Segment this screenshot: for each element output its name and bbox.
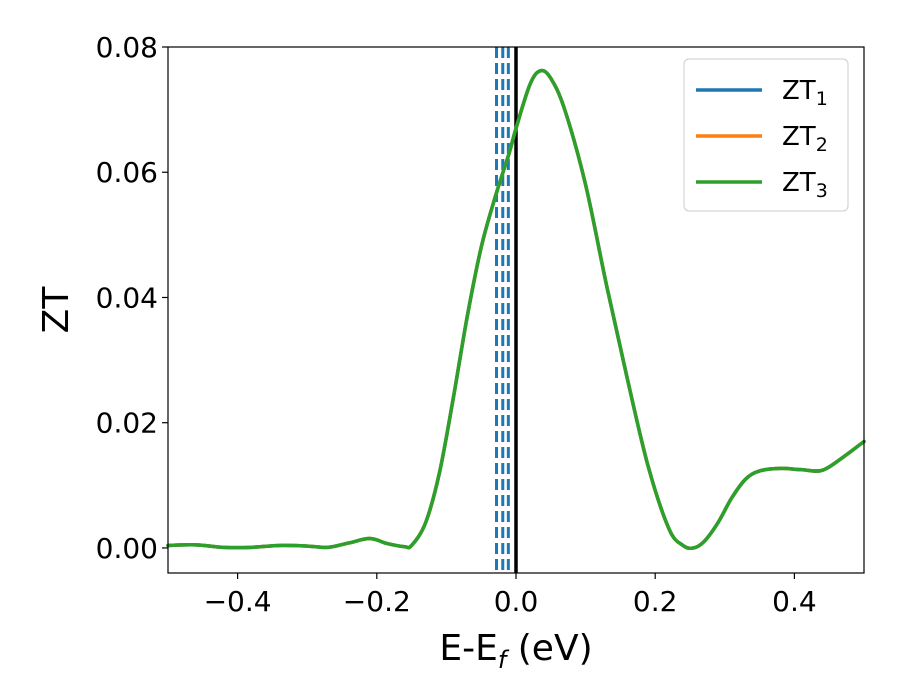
series-line-zt3 — [166, 68, 866, 551]
legend-label-zt3: ZT3 — [782, 168, 828, 202]
legend-box — [683, 58, 849, 212]
x-tick-label: −0.4 — [204, 585, 272, 618]
legend-label-zt2: ZT2 — [782, 122, 828, 156]
x-tick-label: 0.0 — [494, 585, 539, 618]
x-axis-label: E-Ef (eV) — [439, 628, 592, 674]
y-tick-label: 0.06 — [96, 156, 158, 189]
legend-entries: ZT1 ZT2 ZT3 — [696, 76, 828, 202]
x-axis-label-main: E-E — [439, 628, 497, 669]
x-tick-label: 0.4 — [772, 585, 817, 618]
x-tick-label: −0.2 — [343, 585, 411, 618]
y-axis-label: ZT — [36, 286, 77, 334]
legend-label-zt1: ZT1 — [782, 76, 828, 110]
y-tick-label: 0.02 — [96, 407, 158, 440]
y-tick-label: 0.04 — [96, 281, 158, 314]
legend: ZT1 ZT2 ZT3 — [683, 58, 849, 212]
x-axis-label-unit: (eV) — [506, 628, 592, 669]
y-ticks: 0.00 0.02 0.04 0.06 0.08 — [96, 31, 168, 565]
x-ticks: −0.4 −0.2 0.0 0.2 0.4 — [204, 573, 817, 618]
y-tick-label: 0.08 — [96, 31, 158, 64]
x-tick-label: 0.2 — [633, 585, 678, 618]
y-tick-label: 0.00 — [96, 532, 158, 565]
series-lines — [166, 68, 866, 551]
